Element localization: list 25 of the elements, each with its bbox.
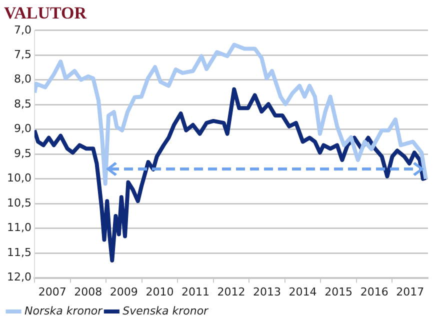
x-tick-label: 2015: [324, 285, 353, 298]
x-tick-label: 2014: [288, 285, 317, 298]
legend-label: Norska kronor: [24, 304, 104, 318]
y-tick-label: 11,5: [6, 246, 32, 259]
y-tick-label: 12,0: [6, 270, 32, 284]
x-tick-label: 2008: [74, 285, 102, 298]
y-tick-label: 9,0: [14, 122, 32, 136]
x-tick-label: 2013: [253, 285, 282, 298]
y-tick-label: 8,5: [14, 97, 32, 110]
legend-label: Svenska kronor: [122, 304, 210, 318]
x-tick-label: 2016: [360, 285, 388, 298]
x-tick-label: 2009: [110, 285, 138, 298]
x-tick-label: 2007: [38, 285, 66, 298]
y-tick-label: 11,0: [6, 221, 32, 234]
y-tick-label: 7,0: [14, 23, 32, 36]
x-tick-label: 2012: [217, 285, 246, 298]
x-tick-label: 2010: [146, 285, 174, 298]
y-tick-label: 10,5: [6, 196, 32, 210]
x-tick-label: 2017: [396, 285, 424, 298]
chart-title: VALUTOR: [4, 4, 88, 23]
y-tick-label: 10,0: [6, 172, 32, 185]
y-tick-label: 9,5: [14, 146, 32, 160]
y-tick-label: 8,0: [14, 72, 32, 86]
y-tick-label: 7,5: [14, 48, 32, 61]
x-tick-label: 2011: [181, 285, 210, 298]
